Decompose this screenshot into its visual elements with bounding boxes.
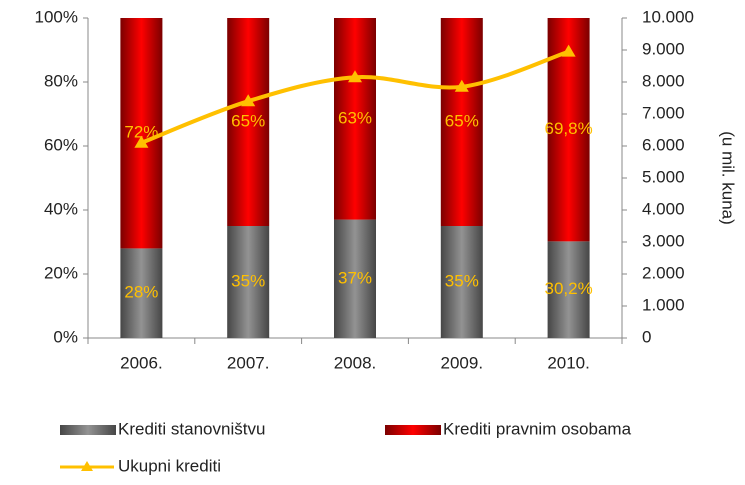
y2-tick-label: 8.000 <box>642 71 685 90</box>
data-label: 72% <box>124 123 158 142</box>
legend-swatch <box>60 425 116 435</box>
y2-tick-label: 7.000 <box>642 103 685 122</box>
x-tick-label: 2009. <box>441 353 484 372</box>
legend-label: Ukupni krediti <box>118 456 221 475</box>
y-tick-label: 60% <box>44 135 78 154</box>
y2-tick-label: 0 <box>642 327 651 346</box>
data-label: 35% <box>445 271 479 290</box>
line-marker <box>241 94 256 107</box>
line-marker <box>561 44 576 57</box>
legend-label: Krediti stanovništvu <box>118 419 265 438</box>
bar-segment <box>547 241 590 338</box>
y2-tick-label: 6.000 <box>642 135 685 154</box>
y-tick-label: 80% <box>44 71 78 90</box>
x-tick-label: 2008. <box>334 353 377 372</box>
bar-segment <box>227 18 270 226</box>
bar-segment <box>227 226 270 338</box>
line-marker <box>134 135 149 148</box>
y2-tick-label: 5.000 <box>642 167 685 186</box>
data-label: 28% <box>124 283 158 302</box>
line-marker <box>348 70 362 83</box>
legend-marker <box>81 461 93 471</box>
x-tick-label: 2007. <box>227 353 270 372</box>
bar-segment <box>334 18 376 220</box>
data-label: 65% <box>231 111 265 130</box>
y2-tick-label: 1.000 <box>642 295 685 314</box>
y2-tick-label: 2.000 <box>642 263 685 282</box>
y2-tick-label: 4.000 <box>642 199 685 218</box>
data-label: 69,8% <box>544 119 592 138</box>
y-tick-label: 20% <box>44 263 78 282</box>
bar-segment <box>440 18 483 226</box>
y2-axis-label: (u mil. kuna) <box>719 131 738 225</box>
data-label: 65% <box>445 111 479 130</box>
bar-segment <box>120 18 163 249</box>
y-tick-label: 40% <box>44 199 78 218</box>
y2-tick-label: 9.000 <box>642 39 685 58</box>
y-tick-label: 0% <box>53 327 78 346</box>
y-tick-label: 100% <box>35 7 78 26</box>
data-label: 63% <box>338 108 372 127</box>
data-label: 30,2% <box>544 279 592 298</box>
x-tick-label: 2010. <box>547 353 590 372</box>
bar-segment <box>334 219 376 338</box>
legend-swatch <box>385 425 441 435</box>
legend-label: Krediti pravnim osobama <box>443 419 632 438</box>
line-marker <box>454 79 469 92</box>
x-tick-label: 2006. <box>120 353 163 372</box>
bar-segment <box>440 226 483 338</box>
y2-tick-label: 3.000 <box>642 231 685 250</box>
data-label: 37% <box>338 268 372 287</box>
bar-segment <box>120 248 163 338</box>
data-label: 35% <box>231 271 265 290</box>
y2-tick-label: 10.000 <box>642 7 694 26</box>
